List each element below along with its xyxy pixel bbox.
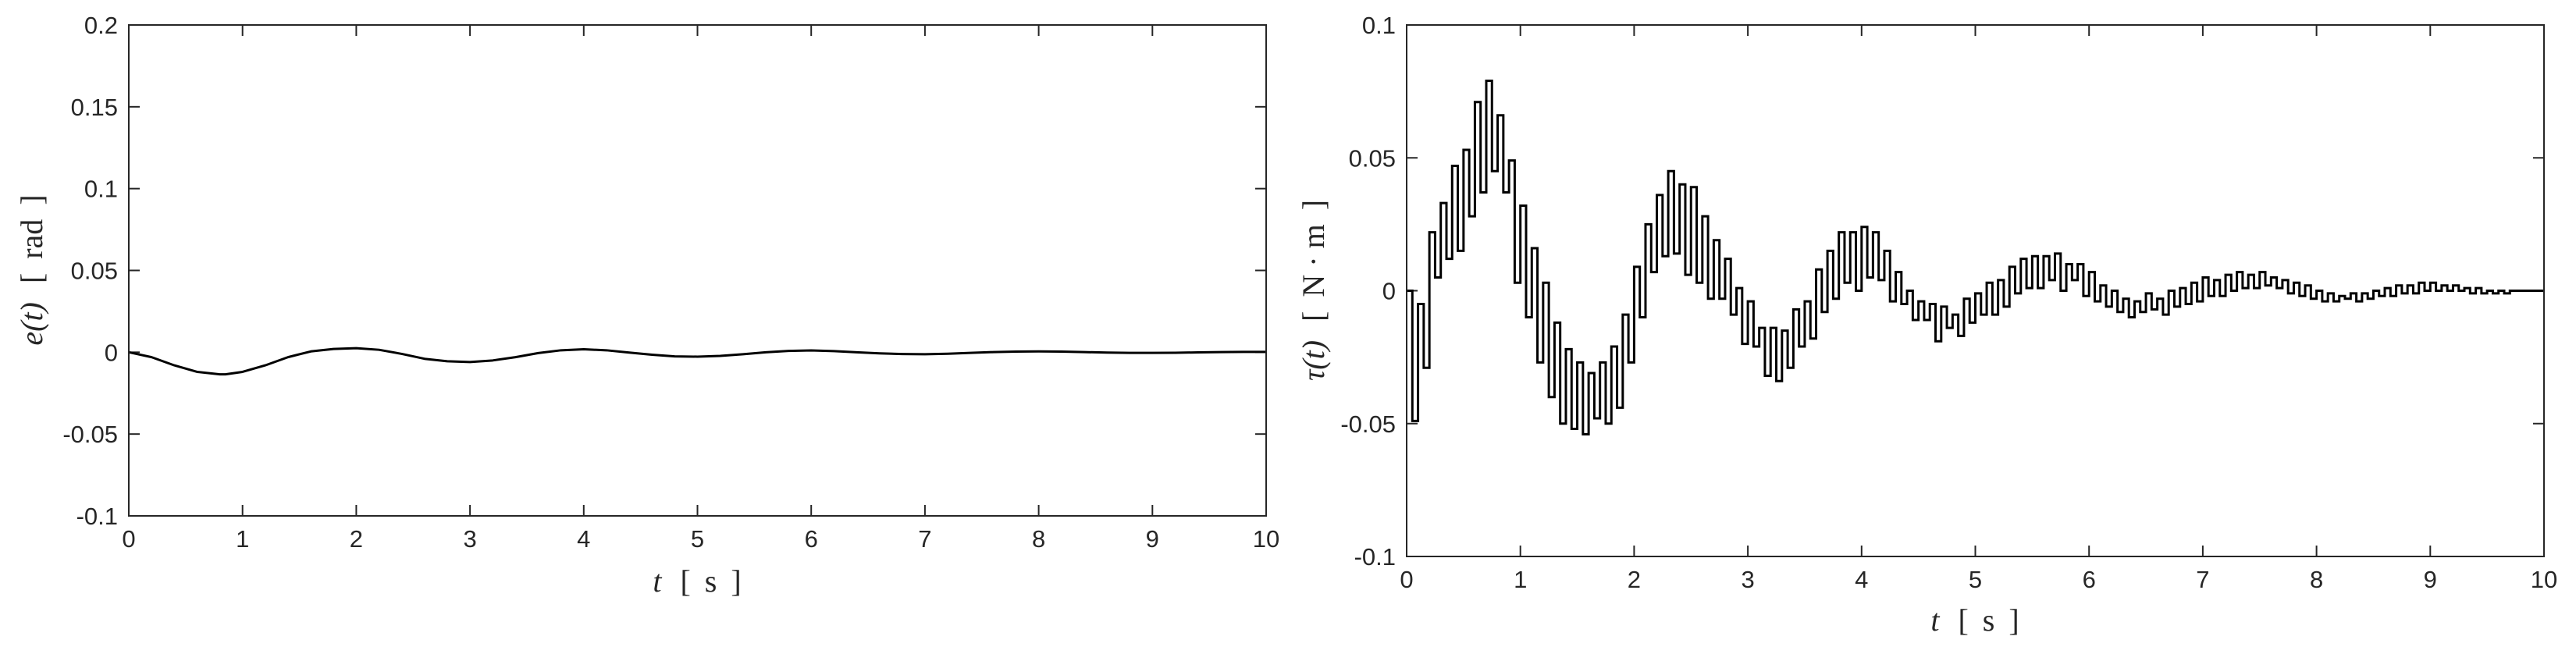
torque-plot-ylabel: τ(t) [ N · m ] — [1296, 200, 1331, 381]
error-plot-ytick-label: -0.05 — [62, 421, 118, 448]
error-plot-xtick-label: 2 — [350, 525, 363, 553]
error-plot-ytick-label: 0.05 — [71, 258, 118, 285]
torque-plot-xlabel-close: ] — [2008, 603, 2019, 638]
torque-plot-frame — [1406, 24, 2545, 557]
error-plot-ytick-label: 0.1 — [84, 176, 118, 203]
torque-plot-ylabel-close: ] — [1296, 200, 1331, 210]
torque-plot-ytick-label: 0.1 — [1362, 12, 1396, 39]
error-plot-frame — [128, 24, 1267, 517]
error-plot-ytick-label: 0.2 — [84, 12, 118, 39]
error-plot-xlabel-unit: s — [705, 563, 717, 599]
torque-plot-xtick-label: 8 — [2310, 566, 2323, 593]
error-plot-xtick-label: 6 — [805, 525, 818, 553]
error-plot-ylabel-var: e(t) — [14, 302, 49, 346]
torque-plot-xtick-label: 6 — [2083, 566, 2096, 593]
torque-plot-ytick-label: 0 — [1382, 278, 1396, 305]
error-plot-xtick-label: 5 — [691, 525, 704, 553]
torque-plot-xlabel-var: t — [1930, 603, 1940, 638]
error-plot-ticks — [128, 24, 1267, 517]
torque-plot-xtick-label: 5 — [1969, 566, 1982, 593]
torque-plot-xtick-label: 10 — [2531, 566, 2557, 593]
error-plot-xtick-label: 7 — [918, 525, 931, 553]
torque-plot-series — [1407, 80, 2544, 435]
torque-plot-series-line — [1407, 80, 2544, 435]
torque-plot-xtick-label: 9 — [2424, 566, 2437, 593]
error-plot-series-line — [128, 347, 1266, 376]
error-plot: 0 1 2 3 4 5 6 7 8 9 10 -0.1 -0.05 0 0.05 0.1 0.15 0.2 t [… — [14, 12, 1279, 599]
error-plot-xlabel-open: [ — [680, 563, 690, 599]
error-plot-xtick-label: 1 — [236, 525, 249, 553]
error-plot-xlabel-var: t — [653, 563, 662, 599]
error-plot-ytick-label: 0.15 — [71, 94, 118, 121]
torque-plot-xtick-label: 1 — [1514, 566, 1527, 593]
torque-plot: 0 1 2 3 4 5 6 7 8 9 10 -0.1 -0.05 0 0.05 0.1 t [ s ] τ(… — [1296, 12, 2557, 638]
torque-plot-xtick-label: 3 — [1741, 566, 1754, 593]
error-plot-ylabel-close: ] — [14, 194, 49, 204]
torque-plot-tick-labels: 0 1 2 3 4 5 6 7 8 9 10 -0.1 -0.05 0 0.05 0.1 — [1340, 12, 2557, 593]
error-plot-series — [128, 347, 1266, 376]
error-plot-xtick-label: 0 — [122, 525, 135, 553]
torque-plot-xtick-label: 0 — [1400, 566, 1413, 593]
error-plot-ytick-label: -0.1 — [76, 503, 118, 530]
error-plot-xtick-label: 8 — [1032, 525, 1045, 553]
torque-plot-xtick-label: 2 — [1628, 566, 1641, 593]
error-plot-xtick-label: 3 — [463, 525, 476, 553]
error-plot-ylabel: e(t) [ rad ] — [14, 194, 49, 345]
error-plot-tick-labels: 0 1 2 3 4 5 6 7 8 9 10 -0.1 -0.05 0 0.05 0.1 0.15 0.2 — [62, 12, 1279, 553]
torque-plot-xlabel-unit: s — [1983, 603, 1995, 638]
torque-plot-xlabel-open: [ — [1958, 603, 1968, 638]
torque-plot-ylabel-unit: N · m — [1296, 224, 1331, 297]
torque-plot-ylabel-var: τ(t) — [1296, 340, 1331, 381]
torque-plot-ytick-label: -0.05 — [1340, 411, 1396, 438]
error-plot-ylabel-open: [ — [14, 273, 49, 283]
error-plot-ytick-label: 0 — [105, 339, 118, 366]
error-plot-xlabel-close: ] — [731, 563, 741, 599]
error-plot-xtick-label: 4 — [577, 525, 590, 553]
torque-plot-ylabel-open: [ — [1296, 311, 1331, 322]
torque-plot-ytick-label: -0.1 — [1354, 543, 1396, 571]
torque-plot-xlabel: t [ s ] — [1930, 603, 2019, 638]
torque-plot-xtick-label: 7 — [2196, 566, 2209, 593]
torque-plot-ytick-label: 0.05 — [1349, 144, 1396, 172]
error-plot-xtick-label: 10 — [1253, 525, 1279, 553]
error-plot-xlabel: t [ s ] — [653, 563, 741, 599]
torque-plot-xtick-label: 4 — [1855, 566, 1868, 593]
error-plot-xtick-label: 9 — [1146, 525, 1159, 553]
error-plot-ylabel-unit: rad — [14, 219, 49, 259]
